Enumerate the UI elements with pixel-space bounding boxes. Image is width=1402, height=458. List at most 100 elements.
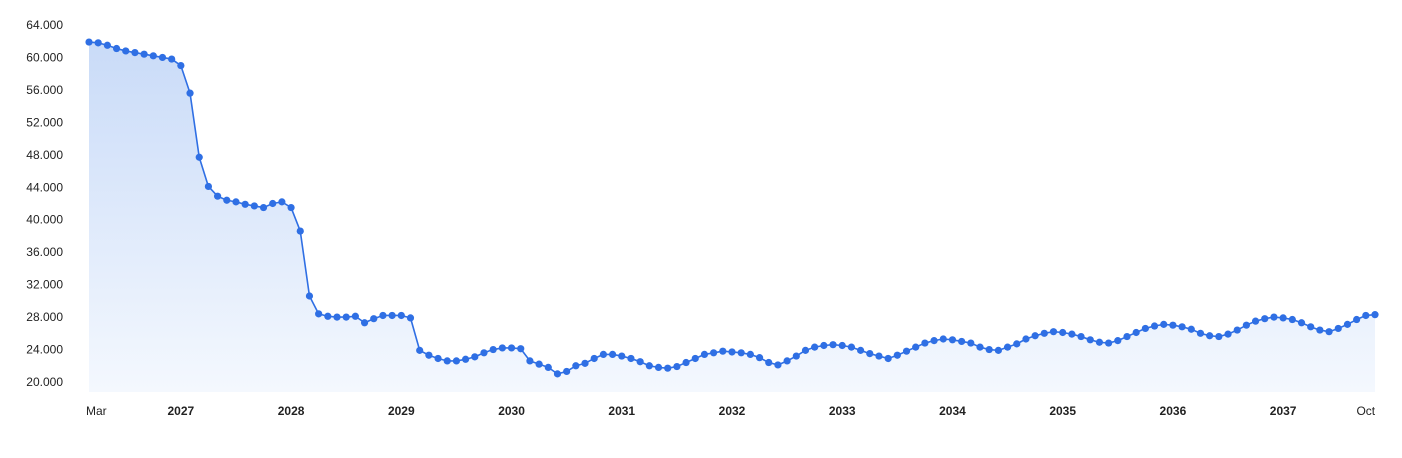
data-point[interactable] xyxy=(1049,328,1058,336)
data-point[interactable] xyxy=(847,343,856,351)
data-point[interactable] xyxy=(654,363,663,371)
data-point[interactable] xyxy=(85,38,93,46)
data-point[interactable] xyxy=(1169,321,1177,329)
data-point[interactable] xyxy=(930,337,938,345)
data-point[interactable] xyxy=(1031,332,1039,340)
data-point[interactable] xyxy=(948,336,957,344)
data-point[interactable] xyxy=(360,319,369,327)
data-point[interactable] xyxy=(1187,325,1195,333)
data-point[interactable] xyxy=(1013,340,1021,348)
data-point[interactable] xyxy=(829,341,837,349)
data-point[interactable] xyxy=(186,89,194,97)
data-point[interactable] xyxy=(1178,323,1186,331)
data-point[interactable] xyxy=(287,203,295,212)
data-point[interactable] xyxy=(581,359,589,367)
data-point[interactable] xyxy=(958,337,966,346)
data-point[interactable] xyxy=(1279,314,1287,322)
data-point[interactable] xyxy=(1141,324,1149,333)
data-point[interactable] xyxy=(1251,317,1260,325)
data-point[interactable] xyxy=(636,358,644,366)
data-point[interactable] xyxy=(296,227,304,235)
data-point[interactable] xyxy=(168,55,176,63)
data-point[interactable] xyxy=(1206,332,1214,340)
data-point[interactable] xyxy=(269,199,277,208)
data-point[interactable] xyxy=(737,349,745,357)
data-point[interactable] xyxy=(563,367,571,376)
data-point[interactable] xyxy=(902,347,911,355)
data-point[interactable] xyxy=(801,346,810,354)
data-point[interactable] xyxy=(195,153,203,161)
data-point[interactable] xyxy=(1114,337,1122,345)
data-point[interactable] xyxy=(866,350,874,358)
data-point[interactable] xyxy=(535,360,543,368)
data-point[interactable] xyxy=(783,357,791,365)
data-point[interactable] xyxy=(214,192,222,200)
data-point[interactable] xyxy=(700,350,709,359)
data-point[interactable] xyxy=(204,182,213,191)
data-point[interactable] xyxy=(122,47,130,55)
data-point[interactable] xyxy=(342,313,350,321)
data-point[interactable] xyxy=(1040,329,1048,337)
data-point[interactable] xyxy=(664,364,672,372)
data-point[interactable] xyxy=(1343,320,1352,328)
data-point[interactable] xyxy=(223,196,231,204)
data-point[interactable] xyxy=(1003,343,1012,351)
data-point[interactable] xyxy=(673,362,681,371)
data-point[interactable] xyxy=(140,50,148,58)
data-point[interactable] xyxy=(1334,324,1342,333)
data-point[interactable] xyxy=(719,347,727,355)
data-point[interactable] xyxy=(939,335,947,343)
data-point[interactable] xyxy=(1371,311,1379,319)
data-point[interactable] xyxy=(1353,315,1361,324)
data-point[interactable] xyxy=(1022,335,1030,343)
data-point[interactable] xyxy=(103,41,111,49)
data-point[interactable] xyxy=(682,358,690,367)
data-point[interactable] xyxy=(406,314,415,322)
data-point[interactable] xyxy=(370,315,378,323)
data-point[interactable] xyxy=(1095,338,1104,346)
data-point[interactable] xyxy=(1077,332,1085,341)
data-point[interactable] xyxy=(838,341,846,350)
data-point[interactable] xyxy=(967,339,975,347)
data-point[interactable] xyxy=(1224,330,1232,338)
data-point[interactable] xyxy=(112,44,121,53)
data-point[interactable] xyxy=(489,345,497,354)
data-point[interactable] xyxy=(1196,329,1205,337)
data-point[interactable] xyxy=(434,354,442,363)
data-point[interactable] xyxy=(811,343,819,351)
data-point[interactable] xyxy=(820,341,828,350)
data-point[interactable] xyxy=(544,363,552,371)
data-point[interactable] xyxy=(1215,332,1223,341)
data-point[interactable] xyxy=(553,370,562,378)
data-point[interactable] xyxy=(765,358,773,367)
data-point[interactable] xyxy=(471,353,479,361)
data-point[interactable] xyxy=(755,354,764,362)
data-point[interactable] xyxy=(857,346,865,354)
data-point[interactable] xyxy=(976,343,984,351)
data-point[interactable] xyxy=(250,202,258,210)
data-point[interactable] xyxy=(1068,330,1076,338)
data-point[interactable] xyxy=(526,357,534,365)
data-point[interactable] xyxy=(416,346,424,354)
data-point[interactable] xyxy=(1362,311,1370,320)
data-point[interactable] xyxy=(351,312,359,320)
data-point[interactable] xyxy=(94,39,102,47)
data-point[interactable] xyxy=(443,357,451,365)
data-point[interactable] xyxy=(710,349,718,357)
data-point[interactable] xyxy=(1123,332,1131,341)
data-point[interactable] xyxy=(498,344,506,352)
data-point[interactable] xyxy=(1261,315,1269,323)
data-point[interactable] xyxy=(1297,319,1306,327)
data-point[interactable] xyxy=(746,350,754,359)
data-point[interactable] xyxy=(1132,328,1140,337)
data-point[interactable] xyxy=(324,312,332,320)
data-point[interactable] xyxy=(480,349,488,357)
data-point[interactable] xyxy=(333,313,341,321)
data-point[interactable] xyxy=(462,355,470,363)
data-point[interactable] xyxy=(397,311,405,320)
data-point[interactable] xyxy=(517,345,525,353)
data-point[interactable] xyxy=(728,348,736,356)
data-point[interactable] xyxy=(893,351,901,359)
data-point[interactable] xyxy=(425,351,433,359)
data-point[interactable] xyxy=(177,61,185,70)
